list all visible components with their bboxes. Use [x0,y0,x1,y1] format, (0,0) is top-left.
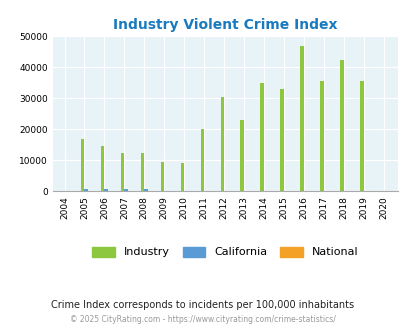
Bar [280,89,283,191]
Bar [260,83,263,191]
Text: © 2025 CityRating.com - https://www.cityrating.com/crime-statistics/: © 2025 CityRating.com - https://www.city… [70,315,335,324]
Bar [100,147,104,191]
Bar [144,189,147,191]
Title: Industry Violent Crime Index: Industry Violent Crime Index [113,18,337,32]
Bar [84,189,88,191]
Text: Crime Index corresponds to incidents per 100,000 inhabitants: Crime Index corresponds to incidents per… [51,300,354,310]
Bar [124,189,128,191]
Bar [320,81,323,191]
Bar [180,163,184,191]
Bar [359,81,363,191]
Bar [339,59,343,191]
Bar [141,152,144,191]
Bar [240,120,243,191]
Bar [121,152,124,191]
Legend: Industry, California, National: Industry, California, National [92,247,357,257]
Bar [200,129,204,191]
Bar [104,189,108,191]
Bar [300,46,303,191]
Bar [81,139,84,191]
Bar [160,162,164,191]
Bar [220,97,224,191]
